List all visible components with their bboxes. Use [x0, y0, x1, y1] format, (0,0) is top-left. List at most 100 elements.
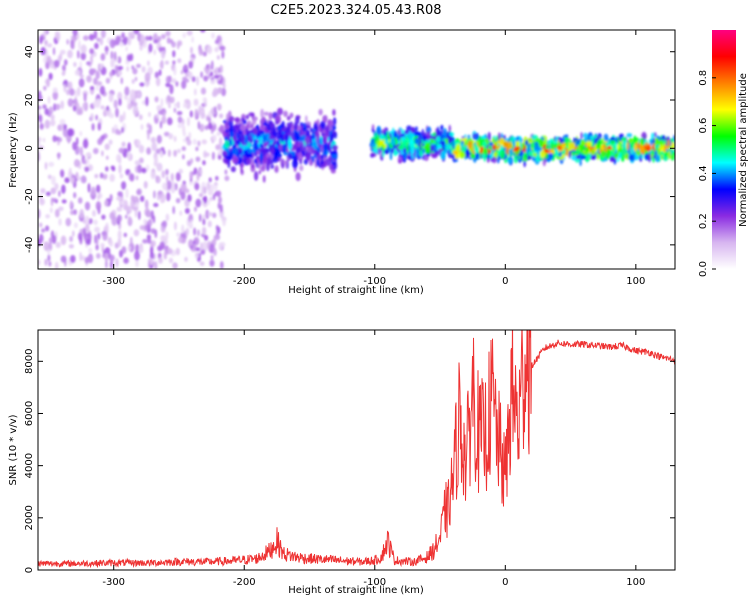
spectrogram-cell [121, 126, 124, 134]
spectrogram-cell [217, 79, 223, 85]
spectrogram-y-axis-label: Frequency (Hz) [8, 112, 19, 188]
spectrogram-cell [55, 241, 61, 248]
spectrogram-cell [66, 39, 70, 45]
spectrogram-cell [291, 151, 296, 157]
spectrogram-cell [243, 149, 248, 156]
spectrogram-cell [98, 64, 103, 70]
x-tick-label: 0 [502, 276, 508, 287]
spectrogram-cell [274, 148, 281, 156]
y-tick-label: 6000 [24, 401, 35, 426]
spectrogram-cell [228, 155, 231, 161]
spectrogram-cell [150, 258, 153, 266]
spectrogram-cell [169, 84, 174, 95]
spectrogram-cell [187, 117, 190, 127]
spectrogram-cell [65, 217, 72, 227]
spectrogram-cell [59, 118, 66, 126]
spectrogram-cell [445, 137, 449, 145]
spectrogram-cell [94, 42, 99, 50]
spectrogram-cell [474, 135, 478, 141]
spectrogram-cell [96, 184, 101, 193]
spectrogram-cell [60, 235, 67, 246]
spectrogram-cell [224, 147, 229, 153]
spectrogram-cell [93, 219, 98, 225]
spectrogram-cell [61, 184, 66, 194]
colorbar-ticks: 0.0 0.2 0.4 0.6 0.8 [698, 70, 716, 277]
spectrogram-cell [614, 141, 618, 152]
spectrogram-cell [44, 108, 50, 116]
spectrogram-frame [37, 29, 676, 270]
spectrogram-cell [224, 169, 228, 175]
spectrogram-cell [219, 137, 223, 147]
spectrogram-cell [138, 144, 145, 154]
spectrogram-cell [104, 253, 109, 261]
spectrogram-cell [121, 181, 127, 190]
spectrogram-cell [609, 155, 615, 162]
spectrogram-cell [210, 79, 216, 85]
spectrogram-cell [80, 44, 87, 54]
spectrogram-cell [221, 50, 225, 59]
spectrogram-cell [110, 59, 115, 68]
spectrogram-cell [148, 35, 153, 41]
spectrogram-cell [200, 87, 207, 95]
spectrogram-cell [533, 141, 539, 151]
spectrogram-cell [109, 173, 115, 182]
spectrogram-cell [127, 36, 132, 46]
spectrogram-cell [62, 127, 68, 138]
spectrogram-cell [127, 97, 130, 106]
spectrogram-cell [109, 212, 115, 220]
spectrogram-cell [102, 231, 108, 241]
spectrogram-cell [120, 77, 124, 85]
spectrogram-cell [58, 218, 62, 226]
spectrogram-cell [432, 135, 437, 141]
spectrogram-cell [433, 152, 438, 159]
colorbar-tick-label: 0.8 [698, 70, 709, 86]
spectrogram-cell [44, 119, 50, 129]
spectrogram-cell [159, 241, 165, 250]
spectrogram-cell [181, 80, 187, 89]
spectrogram-cell [165, 231, 169, 240]
spectrogram-cell [292, 158, 298, 169]
spectrogram-cell [193, 227, 197, 236]
x-tick-label: 0 [502, 577, 508, 588]
spectrogram-cell [150, 240, 156, 248]
spectrogram-cell [325, 124, 330, 132]
spectrogram-cell [194, 108, 198, 118]
spectrogram-cell [389, 151, 393, 161]
spectrogram-cell [322, 143, 329, 151]
spectrogram-cell [38, 68, 43, 77]
spectrogram-cell [191, 36, 195, 43]
spectrogram-cell [74, 89, 78, 99]
spectrogram-cell [213, 237, 217, 246]
spectrogram-cell [629, 153, 635, 162]
spectrogram-cell [108, 139, 113, 145]
spectrogram-cell [182, 154, 185, 160]
spectrogram-cell [60, 49, 66, 55]
spectrogram-cell [45, 214, 50, 219]
spectrogram-cell [165, 82, 171, 88]
spectrogram-cell [580, 154, 587, 160]
spectrogram-cell [125, 188, 129, 199]
spectrogram-cell [70, 255, 76, 263]
spectrogram-cell [211, 151, 215, 161]
spectrogram-cell [79, 208, 84, 219]
spectrogram-cell [67, 49, 73, 59]
spectrogram-cell [203, 75, 209, 82]
spectrogram-cell [179, 210, 183, 216]
spectrogram-cell [293, 121, 298, 131]
y-tick-label: 20 [24, 94, 35, 107]
spectrogram-cell [149, 124, 152, 134]
spectrogram-cell [132, 206, 139, 211]
spectrogram-cell [72, 141, 77, 151]
spectrogram-cell [233, 147, 239, 156]
spectrogram-cell [193, 100, 199, 106]
spectrogram-cell [317, 153, 322, 160]
spectrogram-cell [48, 72, 53, 81]
spectrogram-cell [328, 155, 332, 162]
spectrogram-cell [52, 87, 58, 93]
spectrogram-cell [166, 175, 169, 183]
spectrogram-cell [268, 135, 275, 140]
spectrogram-cell [190, 158, 194, 164]
spectrogram-cell [84, 215, 90, 225]
spectrogram-cell [376, 125, 382, 135]
spectrogram-cell [194, 206, 197, 212]
